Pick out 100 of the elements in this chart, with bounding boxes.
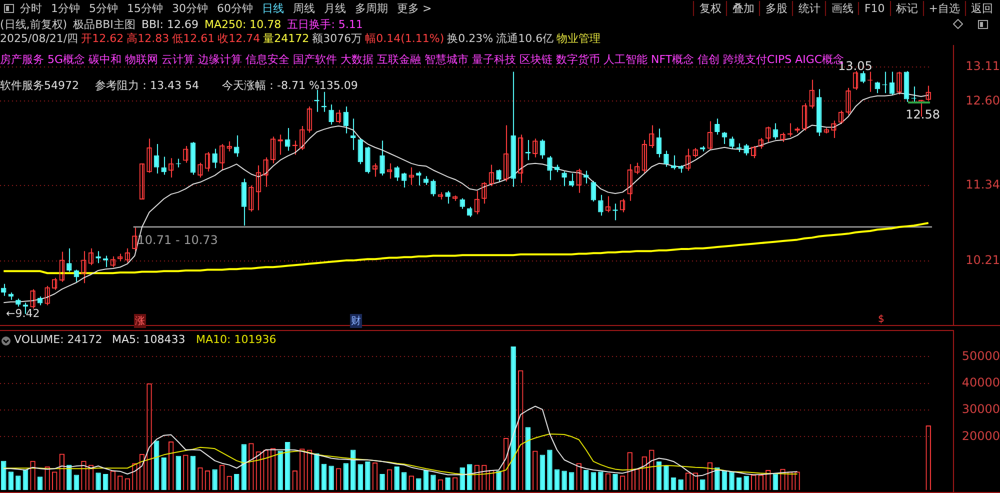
text: +自选 [922,1,965,16]
annotation: MA5: 108433 [112,333,186,346]
text: 物业管理 [556,30,601,46]
bar [460,467,465,490]
text: 低12.61 [172,30,215,46]
bar [16,476,21,490]
bar [772,473,778,490]
candlestick [729,136,734,150]
text: 换0.23% [447,30,494,46]
candlestick [1,283,6,296]
bar [736,477,742,490]
bar [744,476,749,490]
bar [612,474,618,490]
bar [700,479,706,490]
candlestick [562,170,567,187]
bar [664,465,669,490]
candlestick [212,148,218,169]
y-tick-label: 12.60 [966,93,1000,108]
candlestick [380,140,385,176]
annotation: 财 [350,314,362,328]
text: 分时 [20,1,42,16]
bar [510,346,516,490]
y-tick-label: 30000 [962,402,1000,416]
annotation: 软件服务54972 [0,78,79,93]
text: F10 [858,2,890,15]
bar [598,472,604,490]
annotation: 参考阻力：13.43 54 [95,78,199,93]
candlestick [547,156,552,181]
text: 复权 [693,1,726,16]
y-tick-label: 11.34 [966,178,1000,192]
bar [314,453,320,490]
bar [328,466,334,490]
bar [154,440,160,490]
annotation: 12.58 [906,108,940,122]
text: 额3076万 [312,30,362,46]
bar [102,474,108,490]
text: 多周期 [355,1,388,16]
bar [66,464,72,490]
bar [729,472,734,490]
bar [590,472,596,490]
candlestick [590,180,596,202]
text: 30分钟 [172,1,208,16]
text: 量24172 [263,30,310,46]
annotation: VOLUME: 24172 [14,333,102,346]
text: 月线 [324,1,346,16]
text: 日线 [262,1,284,16]
text: 开12.62 [81,30,124,46]
bar [22,469,28,490]
bar [380,474,385,490]
text: 幅0.14(1.11%) [365,30,444,46]
bar [212,469,218,490]
text: 标记 [890,1,923,16]
band-label: 10.71 - 10.73 [137,232,218,247]
annotation: 今天涨幅：-8.71 %135.09 [222,78,358,93]
text: 2025/08/21/四 [0,30,78,46]
candlestick [889,71,895,96]
text: 周线 [293,1,315,16]
bar [584,470,589,490]
candlestick [445,190,450,204]
bar [540,454,546,490]
y-tick-label: 50000 [962,348,1000,363]
text: 5分钟 [89,1,118,16]
bar [714,467,720,490]
y-tick-label: 40000 [962,375,1000,390]
bar [445,477,450,490]
candlestick [343,106,348,134]
candlestick [234,134,240,158]
bar [430,474,436,490]
text: 60分钟 [217,1,253,16]
bar [547,450,552,490]
bar [678,479,684,490]
text: 叠加 [726,1,760,16]
bar [525,427,531,490]
text: (日线,前复权) [0,16,68,32]
text: 统计 [792,1,826,16]
candlestick [365,146,370,174]
candlestick [540,138,546,160]
text: 更多 > [397,1,432,16]
candlestick [430,178,436,197]
y-tick-label: 10.21 [966,253,1000,268]
text: 画线 [825,1,858,16]
bar [722,470,728,490]
bar [401,472,407,490]
bar [416,478,422,490]
text: BBI: 12.69 [141,18,198,30]
candlestick [496,168,502,182]
candlestick [772,122,778,140]
bar [365,461,370,490]
bar [96,472,101,490]
bar [670,477,676,490]
candlestick [722,131,728,145]
bar [176,456,182,490]
bar [8,472,14,490]
bar [278,450,283,490]
bar [554,469,560,490]
annotation: MA10: 101936 [196,333,276,346]
bar [234,474,240,490]
bar [496,470,502,490]
candlestick [664,150,669,168]
candlestick [154,144,160,174]
